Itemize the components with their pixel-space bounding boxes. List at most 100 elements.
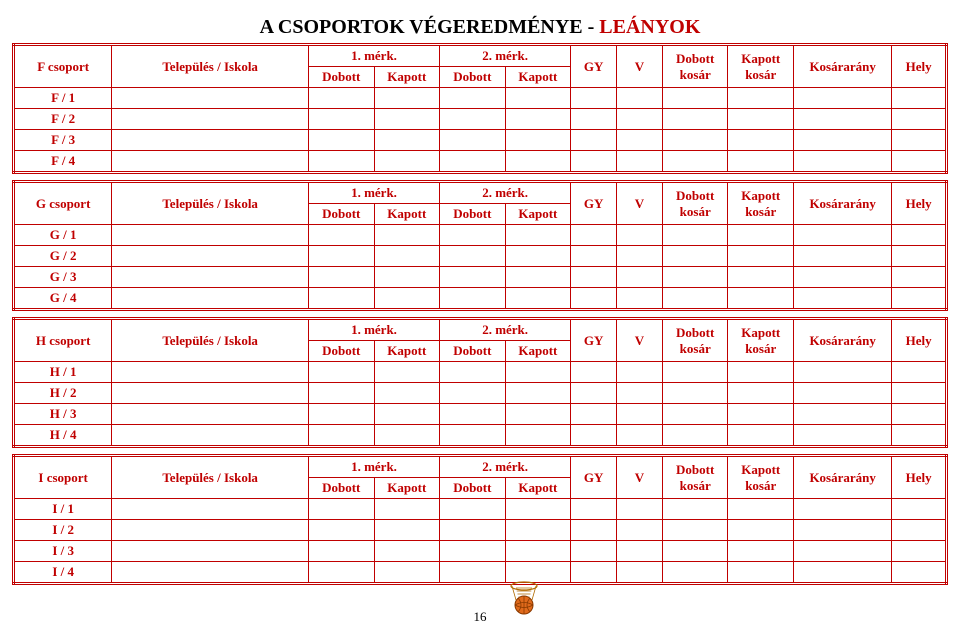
col-m2-dobott: Dobott xyxy=(440,341,506,362)
col-m2-kapott: Kapott xyxy=(505,204,571,225)
cell-dkosar xyxy=(662,425,728,447)
cell-dkosar xyxy=(662,151,728,173)
cell-telepules xyxy=(112,499,309,520)
col-telepules: Település / Iskola xyxy=(112,45,309,88)
cell-kkosar xyxy=(728,541,794,562)
cell-arany xyxy=(794,541,892,562)
cell-hely xyxy=(892,288,947,310)
cell-m2-dobott xyxy=(440,130,506,151)
cell-m2-dobott xyxy=(440,541,506,562)
group-table: H csoportTelepülés / Iskola1. mérk.2. mé… xyxy=(12,317,948,448)
cell-arany xyxy=(794,267,892,288)
cell-dkosar xyxy=(662,288,728,310)
cell-gy xyxy=(571,404,617,425)
col-hely: Hely xyxy=(892,456,947,499)
cell-m2-kapott xyxy=(505,225,571,246)
cell-hely xyxy=(892,151,947,173)
cell-arany xyxy=(794,425,892,447)
cell-kkosar xyxy=(728,151,794,173)
row-label: G / 4 xyxy=(14,288,112,310)
cell-dkosar xyxy=(662,225,728,246)
cell-m2-dobott xyxy=(440,225,506,246)
col-arany: Kosárarány xyxy=(794,45,892,88)
cell-kkosar xyxy=(728,288,794,310)
col-m2: 2. mérk. xyxy=(440,456,571,478)
cell-arany xyxy=(794,88,892,109)
cell-m2-dobott xyxy=(440,562,506,584)
row-label: F / 4 xyxy=(14,151,112,173)
col-telepules: Település / Iskola xyxy=(112,456,309,499)
cell-m1-dobott xyxy=(308,267,374,288)
cell-telepules xyxy=(112,109,309,130)
table-row: I / 4 xyxy=(14,562,947,584)
cell-v xyxy=(617,109,663,130)
table-row: F / 4 xyxy=(14,151,947,173)
cell-v xyxy=(617,499,663,520)
cell-v xyxy=(617,130,663,151)
cell-arany xyxy=(794,151,892,173)
row-label: H / 4 xyxy=(14,425,112,447)
cell-kkosar xyxy=(728,267,794,288)
cell-m2-kapott xyxy=(505,151,571,173)
cell-telepules xyxy=(112,562,309,584)
cell-m1-kapott xyxy=(374,383,440,404)
cell-m2-kapott xyxy=(505,246,571,267)
cell-m2-dobott xyxy=(440,88,506,109)
cell-dkosar xyxy=(662,499,728,520)
page-number: 16 xyxy=(12,609,948,625)
col-m2: 2. mérk. xyxy=(440,182,571,204)
cell-m1-dobott xyxy=(308,225,374,246)
cell-arany xyxy=(794,246,892,267)
cell-kkosar xyxy=(728,425,794,447)
table-row: H / 4 xyxy=(14,425,947,447)
cell-gy xyxy=(571,130,617,151)
row-label: I / 2 xyxy=(14,520,112,541)
cell-m2-kapott xyxy=(505,267,571,288)
table-row: I / 2 xyxy=(14,520,947,541)
cell-m1-dobott xyxy=(308,288,374,310)
cell-m1-dobott xyxy=(308,562,374,584)
cell-kkosar xyxy=(728,404,794,425)
table-row: G / 4 xyxy=(14,288,947,310)
cell-m1-kapott xyxy=(374,562,440,584)
cell-m2-dobott xyxy=(440,499,506,520)
cell-telepules xyxy=(112,404,309,425)
cell-arany xyxy=(794,404,892,425)
col-gy: GY xyxy=(571,45,617,88)
col-gy: GY xyxy=(571,182,617,225)
col-hely: Hely xyxy=(892,182,947,225)
cell-m2-dobott xyxy=(440,425,506,447)
group-table: G csoportTelepülés / Iskola1. mérk.2. mé… xyxy=(12,180,948,311)
cell-hely xyxy=(892,562,947,584)
cell-m1-kapott xyxy=(374,425,440,447)
col-v: V xyxy=(617,319,663,362)
cell-gy xyxy=(571,151,617,173)
row-label: G / 1 xyxy=(14,225,112,246)
cell-m1-dobott xyxy=(308,499,374,520)
cell-hely xyxy=(892,246,947,267)
cell-m2-kapott xyxy=(505,130,571,151)
cell-gy xyxy=(571,541,617,562)
cell-v xyxy=(617,562,663,584)
cell-hely xyxy=(892,425,947,447)
cell-arany xyxy=(794,288,892,310)
col-m1: 1. mérk. xyxy=(308,319,439,341)
col-m1-dobott: Dobott xyxy=(308,341,374,362)
col-telepules: Település / Iskola xyxy=(112,319,309,362)
cell-v xyxy=(617,404,663,425)
group-table: I csoportTelepülés / Iskola1. mérk.2. mé… xyxy=(12,454,948,585)
cell-telepules xyxy=(112,88,309,109)
cell-v xyxy=(617,246,663,267)
basketball-icon xyxy=(504,576,544,621)
cell-gy xyxy=(571,109,617,130)
col-v: V xyxy=(617,45,663,88)
cell-telepules xyxy=(112,225,309,246)
table-row: F / 2 xyxy=(14,109,947,130)
cell-m2-kapott xyxy=(505,88,571,109)
row-label: H / 3 xyxy=(14,404,112,425)
col-m2-kapott: Kapott xyxy=(505,341,571,362)
cell-telepules xyxy=(112,130,309,151)
title-red: LEÁNYOK xyxy=(599,16,700,38)
cell-gy xyxy=(571,362,617,383)
col-m1-kapott: Kapott xyxy=(374,478,440,499)
